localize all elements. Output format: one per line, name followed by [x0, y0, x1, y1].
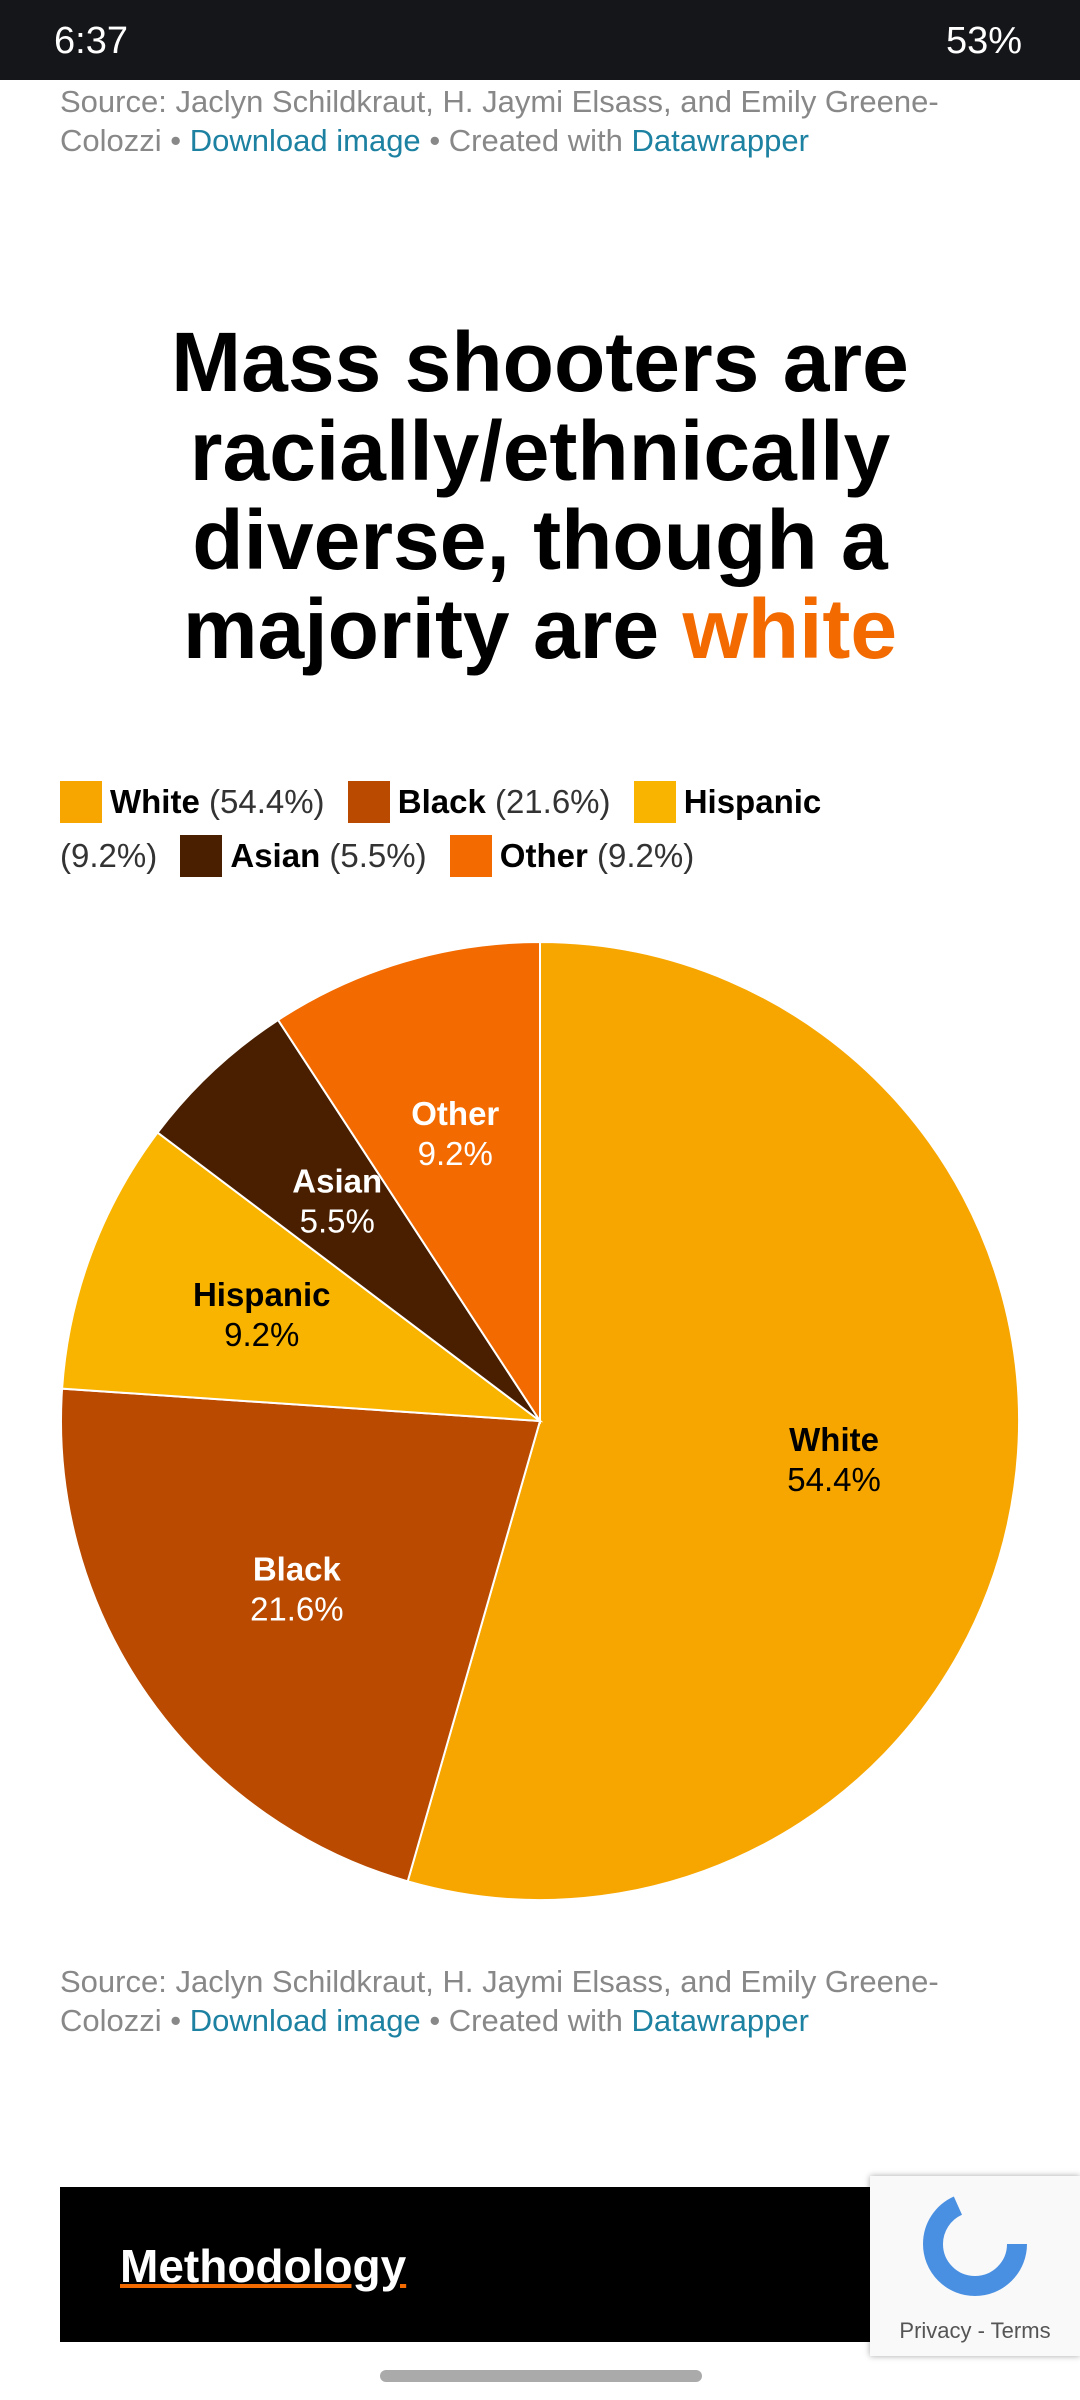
- source-text: Source: Jaclyn Schildkraut, H. Jaymi Els…: [60, 84, 939, 158]
- slice-label: Hispanic: [193, 1276, 331, 1313]
- pie-slice: [60, 1387, 542, 1883]
- legend-value: (21.6%): [494, 783, 611, 820]
- slice-label: Black: [253, 1550, 342, 1587]
- clock: 6:37: [54, 20, 128, 62]
- legend-item: Asian (5.5%): [180, 835, 427, 877]
- datawrapper-link[interactable]: Datawrapper: [631, 2003, 809, 2038]
- legend-swatch: [180, 835, 223, 877]
- datawrapper-link[interactable]: Datawrapper: [631, 123, 809, 158]
- source-note: Source: Jaclyn Schildkraut, H. Jaymi Els…: [60, 82, 1000, 160]
- legend-label: Hispanic: [683, 783, 822, 820]
- title-text: Mass shooters are racially/ethnically di…: [171, 315, 909, 676]
- slice-label: Other: [411, 1095, 499, 1132]
- battery: 53%: [945, 20, 1022, 62]
- legend-swatch: [347, 781, 390, 823]
- slice-value: 5.5%: [300, 1203, 375, 1240]
- download-link[interactable]: Download image: [189, 123, 421, 158]
- separator: •: [429, 2003, 441, 2038]
- legend-value: (9.2%): [596, 837, 695, 874]
- separator: •: [170, 123, 182, 158]
- chart-title: Mass shooters are racially/ethnically di…: [120, 318, 960, 674]
- pie-slice: [61, 1131, 544, 1423]
- slice-value: 9.2%: [224, 1316, 299, 1353]
- legend-label: White: [110, 783, 200, 820]
- source-text: Source: Jaclyn Schildkraut, H. Jaymi Els…: [60, 1964, 939, 2038]
- methodology-banner[interactable]: Methodology: [60, 2187, 880, 2342]
- legend-swatch: [60, 781, 102, 823]
- pie-chart: White54.4%Black21.6%Hispanic9.2%Asian5.5…: [60, 940, 1020, 1901]
- created-text: Created with: [448, 2003, 623, 2038]
- home-indicator: [380, 2370, 702, 2382]
- pie-slice: [406, 940, 1020, 1901]
- legend: White (54.4%) Black (21.6%) Hispanic (9.…: [60, 775, 890, 883]
- legend-item: White (54.4%): [60, 781, 325, 823]
- legend-value: (54.4%): [209, 783, 325, 820]
- methodology-link[interactable]: Methodology: [120, 2240, 407, 2292]
- title-highlight: white: [682, 582, 898, 676]
- created-text: Created with: [448, 123, 623, 158]
- slice-value: 54.4%: [787, 1461, 881, 1498]
- legend-item: Hispanic (9.2%): [60, 781, 822, 874]
- slice-label: Asian: [292, 1163, 382, 1200]
- legend-swatch: [633, 781, 676, 823]
- pie-slice: [276, 940, 541, 1425]
- recaptcha-badge[interactable]: Privacy - Terms: [870, 2176, 1080, 2356]
- legend-label: Black: [397, 783, 486, 820]
- legend-item: Other (9.2%): [449, 835, 695, 877]
- pie-slice: [156, 1018, 541, 1422]
- status-bar: 6:37 53%: [0, 0, 1080, 80]
- legend-label: Asian: [230, 837, 321, 874]
- source-note: Source: Jaclyn Schildkraut, H. Jaymi Els…: [60, 1962, 1000, 2040]
- slice-value: 21.6%: [250, 1590, 344, 1627]
- slice-label: White: [789, 1421, 879, 1458]
- legend-swatch: [449, 835, 492, 877]
- recaptcha-icon: [923, 2192, 1027, 2296]
- recaptcha-links[interactable]: Privacy - Terms: [899, 2318, 1051, 2343]
- recaptcha-logo: [923, 2192, 1027, 2296]
- download-link[interactable]: Download image: [189, 2003, 421, 2038]
- separator: •: [170, 2003, 182, 2038]
- slice-value: 9.2%: [418, 1135, 493, 1172]
- legend-label: Other: [499, 837, 588, 874]
- separator: •: [429, 123, 441, 158]
- legend-item: Black (21.6%): [347, 781, 611, 823]
- legend-value: (9.2%): [60, 837, 158, 874]
- legend-value: (5.5%): [329, 837, 427, 874]
